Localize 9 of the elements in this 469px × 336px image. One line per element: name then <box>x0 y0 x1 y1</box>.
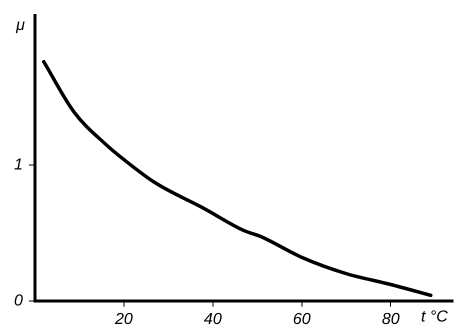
y-tick-label: 1 <box>14 156 23 174</box>
x-axis-title: t °C <box>421 308 448 326</box>
x-tick-label: 60 <box>292 310 311 328</box>
line-series <box>42 60 433 298</box>
y-tick-label: 0 <box>14 292 23 310</box>
y-axis-title: μ <box>15 17 26 34</box>
x-tick-label: 80 <box>382 310 400 328</box>
x-tick-label: 40 <box>204 310 222 328</box>
x-tick-label: 20 <box>114 310 133 328</box>
